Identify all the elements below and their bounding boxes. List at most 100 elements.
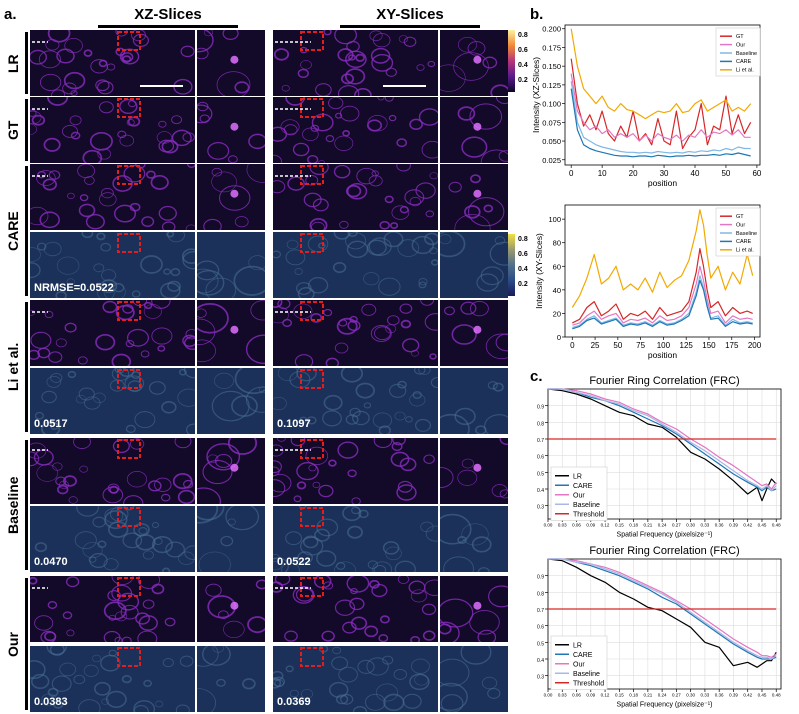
cell-outline [334,561,357,572]
cell-outline [197,30,214,53]
cell-outline [307,276,329,294]
plot-frame [564,204,761,338]
cell-outline [354,88,372,96]
series-line-li-et-al- [571,209,754,308]
cell-outline [160,282,181,298]
x-tick-label: 75 [636,341,645,350]
nucleus-spot [230,325,239,334]
cell-outline [59,662,77,677]
cell-outline [248,255,265,271]
cell-outline [255,579,265,590]
cell-outline [295,587,314,602]
row-label: Li et al. [5,342,21,391]
image-tile-xy-zoom [440,576,508,642]
tile-texture [197,646,256,712]
image-tile-xz-main [30,97,195,163]
tile-texture [197,506,260,572]
cell-outline [371,170,379,177]
cell-outline [404,189,425,206]
panel-b-letter: b. [530,6,544,23]
colorbar-tick-label: 0.4 [518,62,528,69]
cell-outline [379,615,390,624]
image-tile-xy-main [273,368,438,434]
chart-title: Fourier Ring Correlation (FRC) [589,375,739,387]
cell-outline [138,615,158,631]
cell-outline [409,118,423,130]
cell-outline [201,646,231,666]
tile-texture [30,232,195,298]
y-tick-label: 0.4 [537,488,544,494]
cell-outline [30,110,42,125]
cell-outline [402,693,422,709]
cell-outline [337,85,360,96]
cell-outline [344,68,366,85]
legend-label: CARE [736,239,752,245]
tile-texture [448,174,505,230]
legend-label: LR [573,473,582,480]
cell-outline [285,249,306,266]
cell-outline [340,368,364,383]
cell-outline [484,414,508,434]
cell-outline [374,326,391,341]
cell-outline [294,268,303,275]
nucleus-spot [473,122,482,131]
cell-outline [30,576,38,585]
cell-outline [425,525,438,542]
cell-outline [155,700,164,708]
x-tick-label: 10 [598,169,607,178]
cell-outline [78,699,101,712]
metric-label-xy: 0.1097 [277,418,311,430]
roi-box [300,577,324,597]
legend-label: Baseline [736,51,757,57]
cell-outline [464,205,481,219]
cell-outline [30,123,37,135]
cell-outline [470,174,481,184]
x-tick-label: 0.00 [544,693,553,698]
y-tick-label: 0.9 [537,405,544,411]
cell-outline [163,268,171,275]
cell-outline [373,438,393,449]
cell-outline [79,194,89,202]
cell-outline [69,115,82,126]
y-tick-label: 0.175 [542,43,561,52]
cell-outline [170,268,181,277]
y-tick-label: 0.5 [537,641,544,647]
x-tick-label: 30 [660,169,669,178]
cell-outline [321,630,335,642]
cell-outline [352,705,368,712]
chart-intensity-xy: 0 25 50 75 100 125 150 175 200020406080100positi… [534,204,762,360]
cell-outline [364,693,386,711]
cell-outline [347,320,361,331]
cell-outline [292,142,310,157]
cell-outline [207,141,230,160]
cell-outline [51,675,72,692]
cell-outline [66,278,75,286]
cell-outline [197,303,229,334]
cell-outline [273,460,282,474]
image-tile-xy-zoom [440,164,508,230]
roi-box [117,233,141,253]
cell-outline [372,33,391,48]
cell-outline [222,30,239,40]
cell-outline [378,425,391,434]
tile-texture [205,579,265,639]
cell-outline [231,395,258,417]
image-tile-xz-zoom [197,576,265,642]
cell-outline [273,48,290,61]
cell-outline [345,184,362,198]
image-tile-xz-main [30,232,195,298]
cell-outline [336,562,346,570]
cell-outline [346,183,368,200]
cell-outline [494,236,506,245]
y-tick-label: 0.200 [542,25,561,34]
nucleus-spot [473,463,482,472]
cell-outline [495,333,508,352]
cell-outline [158,120,167,128]
cell-outline [123,495,144,504]
cell-outline [423,454,435,464]
colorbar-inferno [508,30,515,92]
cell-outline [245,334,265,365]
cell-outline [375,683,399,702]
tile-texture [440,232,508,292]
cell-outline [34,615,54,631]
